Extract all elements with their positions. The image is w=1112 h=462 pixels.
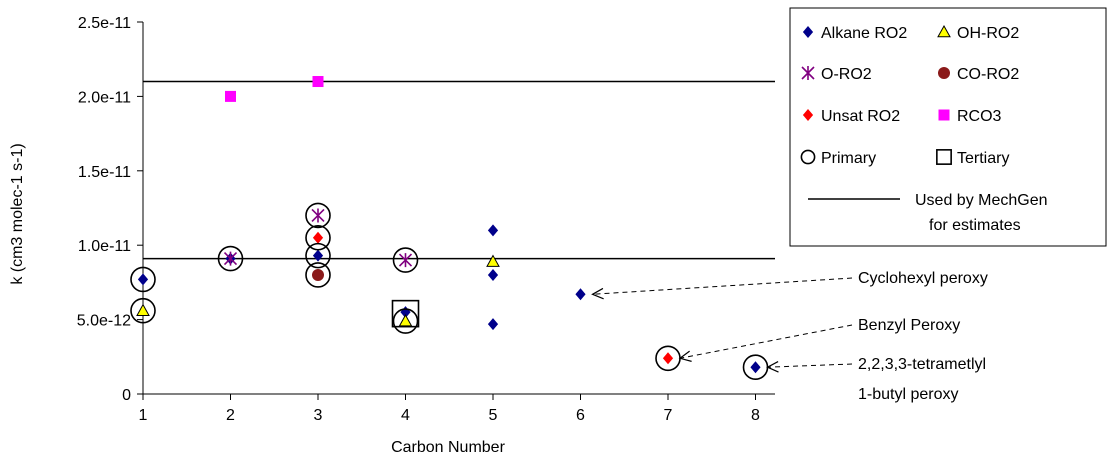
- legend-label: Primary: [821, 150, 876, 167]
- star-marker: [398, 253, 413, 268]
- y-tick-label: 2.0e-11: [78, 89, 131, 106]
- circle-marker: [312, 268, 324, 281]
- open-circle-marker: [130, 297, 156, 324]
- square-marker: [938, 109, 950, 121]
- legend-label: Tertiary: [957, 150, 1009, 167]
- diamond-marker: [312, 249, 324, 262]
- x-tick-label: 1: [139, 407, 148, 424]
- x-tick-label: 6: [576, 407, 585, 424]
- legend-label: Used by MechGen: [915, 192, 1048, 209]
- y-axis-label: k (cm3 molec-1 s-1): [9, 143, 26, 284]
- open-circle-marker: [305, 262, 331, 288]
- legend-label: OH-RO2: [957, 25, 1019, 42]
- y-tick-label: 5.0e-12: [77, 313, 131, 330]
- axes: 0 5.0e-12 1.0e-11 1.5e-11 2.0e-11 2.5e-11 1 2 3 4…: [77, 15, 775, 424]
- annotation-arrowhead: [766, 361, 779, 373]
- star-marker: [311, 208, 325, 223]
- legend-box: [789, 7, 1107, 247]
- star-marker: [801, 66, 815, 80]
- open-circle-marker: [217, 245, 244, 272]
- open-circle-marker: [305, 224, 331, 251]
- annotations: Cyclohexyl peroxy Benzyl Peroxy 2,2,3,3-te…: [591, 270, 988, 403]
- legend-label: O-RO2: [821, 66, 872, 83]
- open-square-marker: [936, 149, 952, 165]
- diamond-marker: [487, 268, 499, 281]
- legend-label: Alkane RO2: [821, 25, 907, 42]
- y-tick-label: 1.5e-11: [78, 164, 131, 181]
- x-tick-label: 3: [314, 407, 323, 424]
- annotation-label: Benzyl Peroxy: [858, 317, 960, 334]
- open-circle-marker: [130, 266, 156, 293]
- data-marks: [130, 76, 769, 381]
- annotation-label: Cyclohexyl peroxy: [858, 270, 988, 287]
- y-tick-label: 2.5e-11: [78, 15, 131, 32]
- legend-label: RCO3: [957, 108, 1002, 125]
- open-circle-marker: [800, 149, 816, 165]
- diamond-marker: [802, 26, 814, 38]
- annotation-arrow: [767, 363, 853, 368]
- diamond-marker: [802, 109, 814, 121]
- y-tick-label: 0: [122, 387, 131, 404]
- x-axis-label: Carbon Number: [391, 439, 506, 456]
- triangle-marker: [937, 24, 951, 38]
- square-marker: [312, 76, 324, 88]
- annotation-label: 1-butyl peroxy: [858, 386, 959, 403]
- annotation-arrow: [679, 324, 853, 359]
- diamond-marker: [312, 231, 324, 244]
- circle-marker: [938, 67, 950, 79]
- diamond-marker: [487, 318, 499, 331]
- x-tick-label: 5: [489, 407, 498, 424]
- triangle-marker: [398, 314, 413, 327]
- x-tick-label: 7: [664, 407, 673, 424]
- annotation-arrowhead: [591, 287, 604, 300]
- x-tick-label: 8: [751, 407, 760, 424]
- legend-label: Unsat RO2: [821, 108, 900, 125]
- open-circle-marker: [392, 247, 419, 273]
- open-circle-marker: [305, 202, 331, 229]
- triangle-marker: [486, 254, 500, 267]
- y-tick-label: 1.0e-11: [78, 238, 131, 255]
- legend-label: for estimates: [929, 217, 1021, 234]
- diamond-marker: [662, 352, 674, 365]
- x-tick-label: 4: [401, 407, 410, 424]
- legend-label: CO-RO2: [957, 66, 1019, 83]
- reference-lines: [143, 80, 775, 260]
- square-marker: [225, 90, 236, 102]
- open-circle-marker: [392, 308, 419, 334]
- annotation-arrowhead: [678, 350, 692, 362]
- diamond-marker: [750, 361, 761, 374]
- open-square-marker: [391, 299, 420, 328]
- diamond-marker: [487, 224, 499, 237]
- annotation-label: 2,2,3,3-tetrametlyl: [858, 356, 986, 373]
- annotation-arrow: [592, 277, 853, 295]
- star-marker: [223, 251, 238, 266]
- diamond-marker: [575, 288, 586, 301]
- triangle-marker: [136, 303, 150, 316]
- diamond-marker: [137, 273, 149, 286]
- x-tick-label: 2: [226, 407, 235, 424]
- open-circle-marker: [305, 242, 331, 269]
- legend: Alkane RO2 OH-RO2 O-RO2 CO-RO2 Unsat RO2 RCO3…: [789, 7, 1107, 247]
